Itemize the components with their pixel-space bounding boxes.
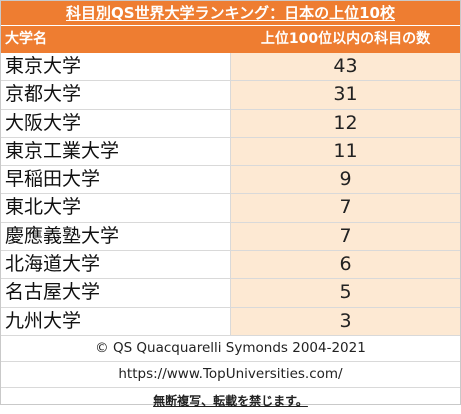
university-name: 九州大学 — [1, 307, 231, 335]
header-row: 大学名 上位100位以内の科目の数 — [1, 26, 460, 53]
table-row: 東京大学 43 — [1, 53, 460, 82]
university-name: 慶應義塾大学 — [1, 222, 231, 251]
table-row: 早稲田大学 9 — [1, 166, 460, 195]
header-count: 上位100位以内の科目の数 — [260, 31, 431, 47]
table-row: 大阪大学 12 — [1, 109, 460, 138]
subject-count: 12 — [231, 109, 460, 137]
table-row: 名古屋大学 5 — [1, 279, 460, 308]
copy-notice-text: 無断複写、転載を禁じます。 — [153, 393, 308, 408]
subject-count: 11 — [231, 137, 460, 166]
university-name: 北海道大学 — [1, 251, 231, 279]
header-university: 大学名 — [5, 31, 47, 47]
subject-count: 7 — [231, 222, 460, 251]
table-row: 九州大学 3 — [1, 307, 460, 336]
subject-count: 5 — [231, 279, 460, 307]
university-name: 東京大学 — [1, 53, 231, 81]
subject-count: 3 — [231, 307, 460, 335]
subject-count: 6 — [231, 251, 460, 279]
subject-count: 31 — [231, 81, 460, 109]
table-row: 東京工業大学 11 — [1, 137, 460, 167]
table-row: 東北大学 7 — [1, 194, 460, 223]
copy-notice: 無断複写、転載を禁じます。 — [1, 388, 460, 414]
table-row: 北海道大学 6 — [1, 251, 460, 280]
subject-count: 7 — [231, 194, 460, 222]
copyright-text: © QS Quacquarelli Symonds 2004-2021 — [1, 336, 460, 362]
source-url: https://www.TopUniversities.com/ — [1, 362, 460, 388]
table-row: 京都大学 31 — [1, 81, 460, 110]
university-name: 大阪大学 — [1, 109, 231, 137]
subject-count: 43 — [231, 53, 460, 81]
university-name: 東京工業大学 — [1, 137, 231, 166]
subject-count: 9 — [231, 166, 460, 194]
university-name: 東北大学 — [1, 194, 231, 222]
table-title: 科目別QS世界大学ランキング：日本の上位10校 — [1, 1, 460, 26]
table-row: 慶應義塾大学 7 — [1, 222, 460, 252]
university-name: 名古屋大学 — [1, 279, 231, 307]
university-name: 早稲田大学 — [1, 166, 231, 194]
university-name: 京都大学 — [1, 81, 231, 109]
